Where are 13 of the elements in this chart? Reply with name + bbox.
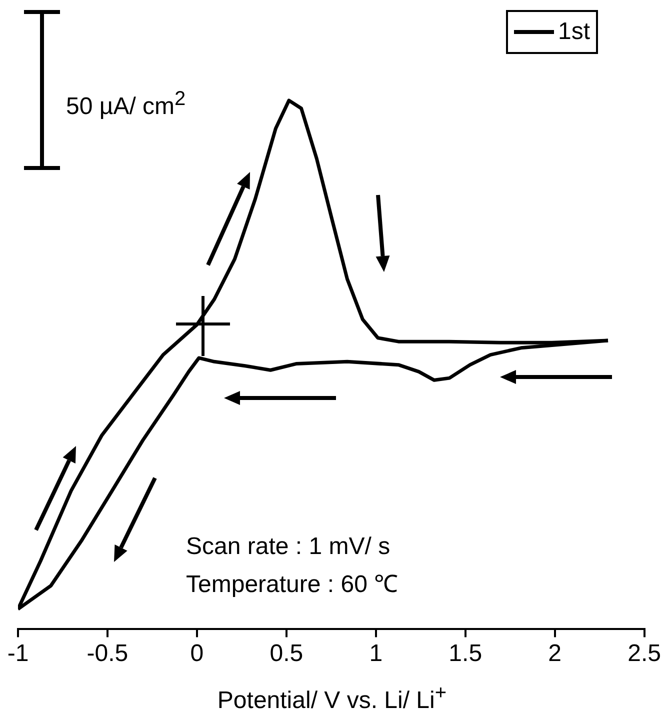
x-tick-label: 0.5	[270, 640, 304, 668]
x-axis-title: Potential/ V vs. Li/ Li$^{+}$	[216, 682, 448, 715]
x-tick-label: 0	[190, 640, 204, 668]
legend-label: 1st	[558, 18, 590, 46]
x-tick-label: -0.5	[86, 640, 128, 668]
x-tick-label: 1.5	[448, 640, 482, 668]
x-tick-label: -1	[7, 640, 29, 668]
x-tick-label: 2.5	[628, 640, 662, 668]
annotation: Scan rate : 1 mV/ s	[186, 532, 390, 562]
annotation: Temperature : 60 ℃	[186, 570, 398, 600]
x-tick-label: 1	[369, 640, 383, 668]
annotation: 50 µA/ cm$^{2}$	[66, 87, 186, 122]
x-tick-label: 2	[548, 640, 562, 668]
